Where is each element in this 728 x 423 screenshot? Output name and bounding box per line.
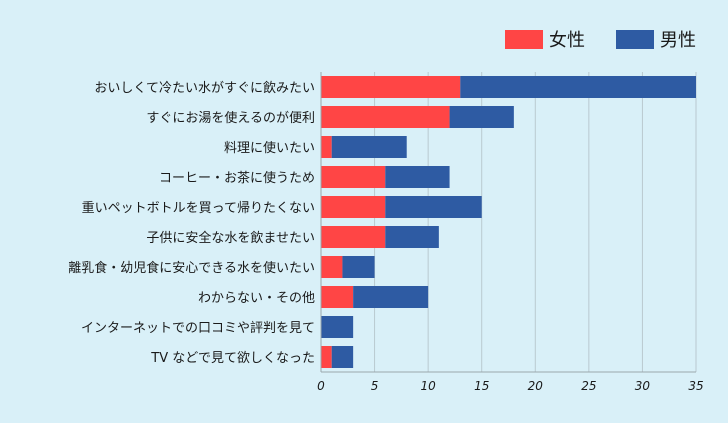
category-label: コーヒー・お茶に使うため — [159, 170, 315, 186]
legend-label: 男性 — [660, 30, 696, 51]
category-label: わからない・その他 — [198, 291, 315, 306]
legend-swatch — [616, 30, 654, 49]
category-label: TV などで見て欲しくなった — [150, 350, 315, 366]
bar-female — [321, 346, 332, 368]
bar-female — [321, 76, 461, 98]
bar-male — [460, 76, 696, 98]
bar-male — [385, 196, 482, 218]
category-label: 料理に使いたい — [224, 140, 315, 156]
category-labels: おいしくて冷たい水がすぐに飲みたいすぐにお湯を使えるのが便利料理に使いたいコーヒ… — [68, 80, 315, 366]
bar-male — [321, 316, 354, 338]
x-tick-label: 30 — [635, 379, 651, 393]
bar-female — [321, 226, 386, 248]
bar-male — [385, 166, 450, 188]
legend-label: 女性 — [549, 30, 585, 51]
bar-female — [321, 136, 332, 158]
legend: 女性 男性 — [505, 30, 696, 51]
bar-female — [321, 256, 343, 278]
x-tick-label: 0 — [317, 379, 325, 393]
bar-male — [353, 286, 429, 308]
category-label: すぐにお湯を使えるのが便利 — [146, 110, 315, 126]
bar-male — [331, 346, 354, 368]
x-tick-label: 25 — [581, 379, 596, 393]
legend-swatch — [505, 30, 543, 49]
category-label: 子供に安全な水を飲ませたい — [146, 230, 315, 246]
bar-male — [342, 256, 375, 278]
bar-female — [321, 196, 386, 218]
bar-male — [449, 106, 514, 128]
bar-male — [331, 136, 407, 158]
bars — [321, 76, 696, 368]
x-tick-label: 20 — [528, 379, 544, 393]
x-tick-label: 35 — [688, 379, 703, 393]
category-label: インターネットでの口コミや評判を見て — [81, 321, 315, 336]
bar-female — [321, 106, 450, 128]
axes — [320, 72, 696, 373]
bar-male — [385, 226, 439, 248]
x-tick-label: 5 — [371, 379, 379, 393]
x-tick-label: 15 — [474, 379, 489, 393]
x-tick-labels: 0 5 10 15 20 25 30 35 — [317, 379, 703, 393]
category-label: 離乳食・幼児食に安心できる水を使いたい — [68, 260, 315, 276]
category-label: 重いペットボトルを買って帰りたくない — [82, 200, 315, 216]
category-label: おいしくて冷たい水がすぐに飲みたい — [94, 80, 315, 96]
x-tick-label: 10 — [421, 379, 437, 393]
bar-female — [321, 166, 386, 188]
bar-female — [321, 286, 354, 308]
